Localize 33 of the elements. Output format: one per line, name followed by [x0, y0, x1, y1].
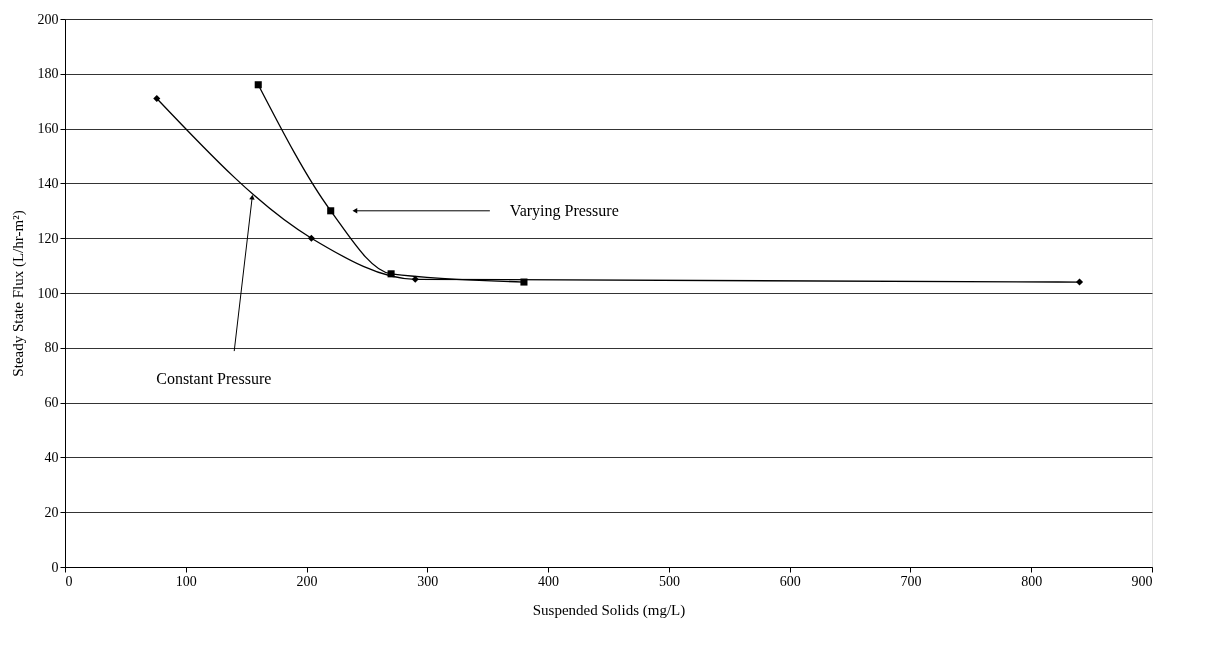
y-axis-title: Steady State Flux (L/hr-m²) [9, 210, 27, 377]
x-tick-label: 600 [779, 573, 801, 589]
x-tick-label: 0 [65, 573, 73, 589]
y-tick-label: 120 [37, 230, 59, 246]
y-tick-label: 60 [44, 395, 59, 411]
x-tick-label: 300 [417, 573, 439, 589]
y-tick-label: 20 [44, 504, 59, 520]
x-tick-label: 800 [1021, 573, 1043, 589]
x-tick-label: 900 [1131, 573, 1153, 589]
y-tick-label: 200 [37, 11, 59, 27]
annotation: Constant Pressure [156, 370, 272, 388]
x-tick-label: 500 [658, 573, 680, 589]
x-tick-label: 400 [538, 573, 560, 589]
y-tick-label: 140 [37, 175, 59, 191]
point [254, 81, 262, 89]
annotation: Varying Pressure [509, 201, 619, 220]
y-tick-label: 40 [44, 449, 59, 465]
point [411, 275, 419, 283]
point [153, 94, 161, 102]
point [520, 278, 528, 286]
point [387, 270, 395, 278]
x-tick-label: 700 [900, 573, 922, 589]
point [307, 234, 315, 242]
x-axis-title: Suspended Solids (mg/L) [532, 601, 686, 619]
y-tick-label: 180 [37, 66, 59, 82]
y-tick-label: 160 [37, 121, 59, 137]
point [327, 207, 335, 215]
y-tick-label: 0 [51, 559, 59, 575]
x-tick-label: 200 [296, 573, 318, 589]
y-tick-label: 80 [44, 340, 59, 356]
y-tick-label: 100 [37, 285, 59, 301]
x-tick-label: 100 [175, 573, 197, 589]
point [1076, 278, 1084, 286]
